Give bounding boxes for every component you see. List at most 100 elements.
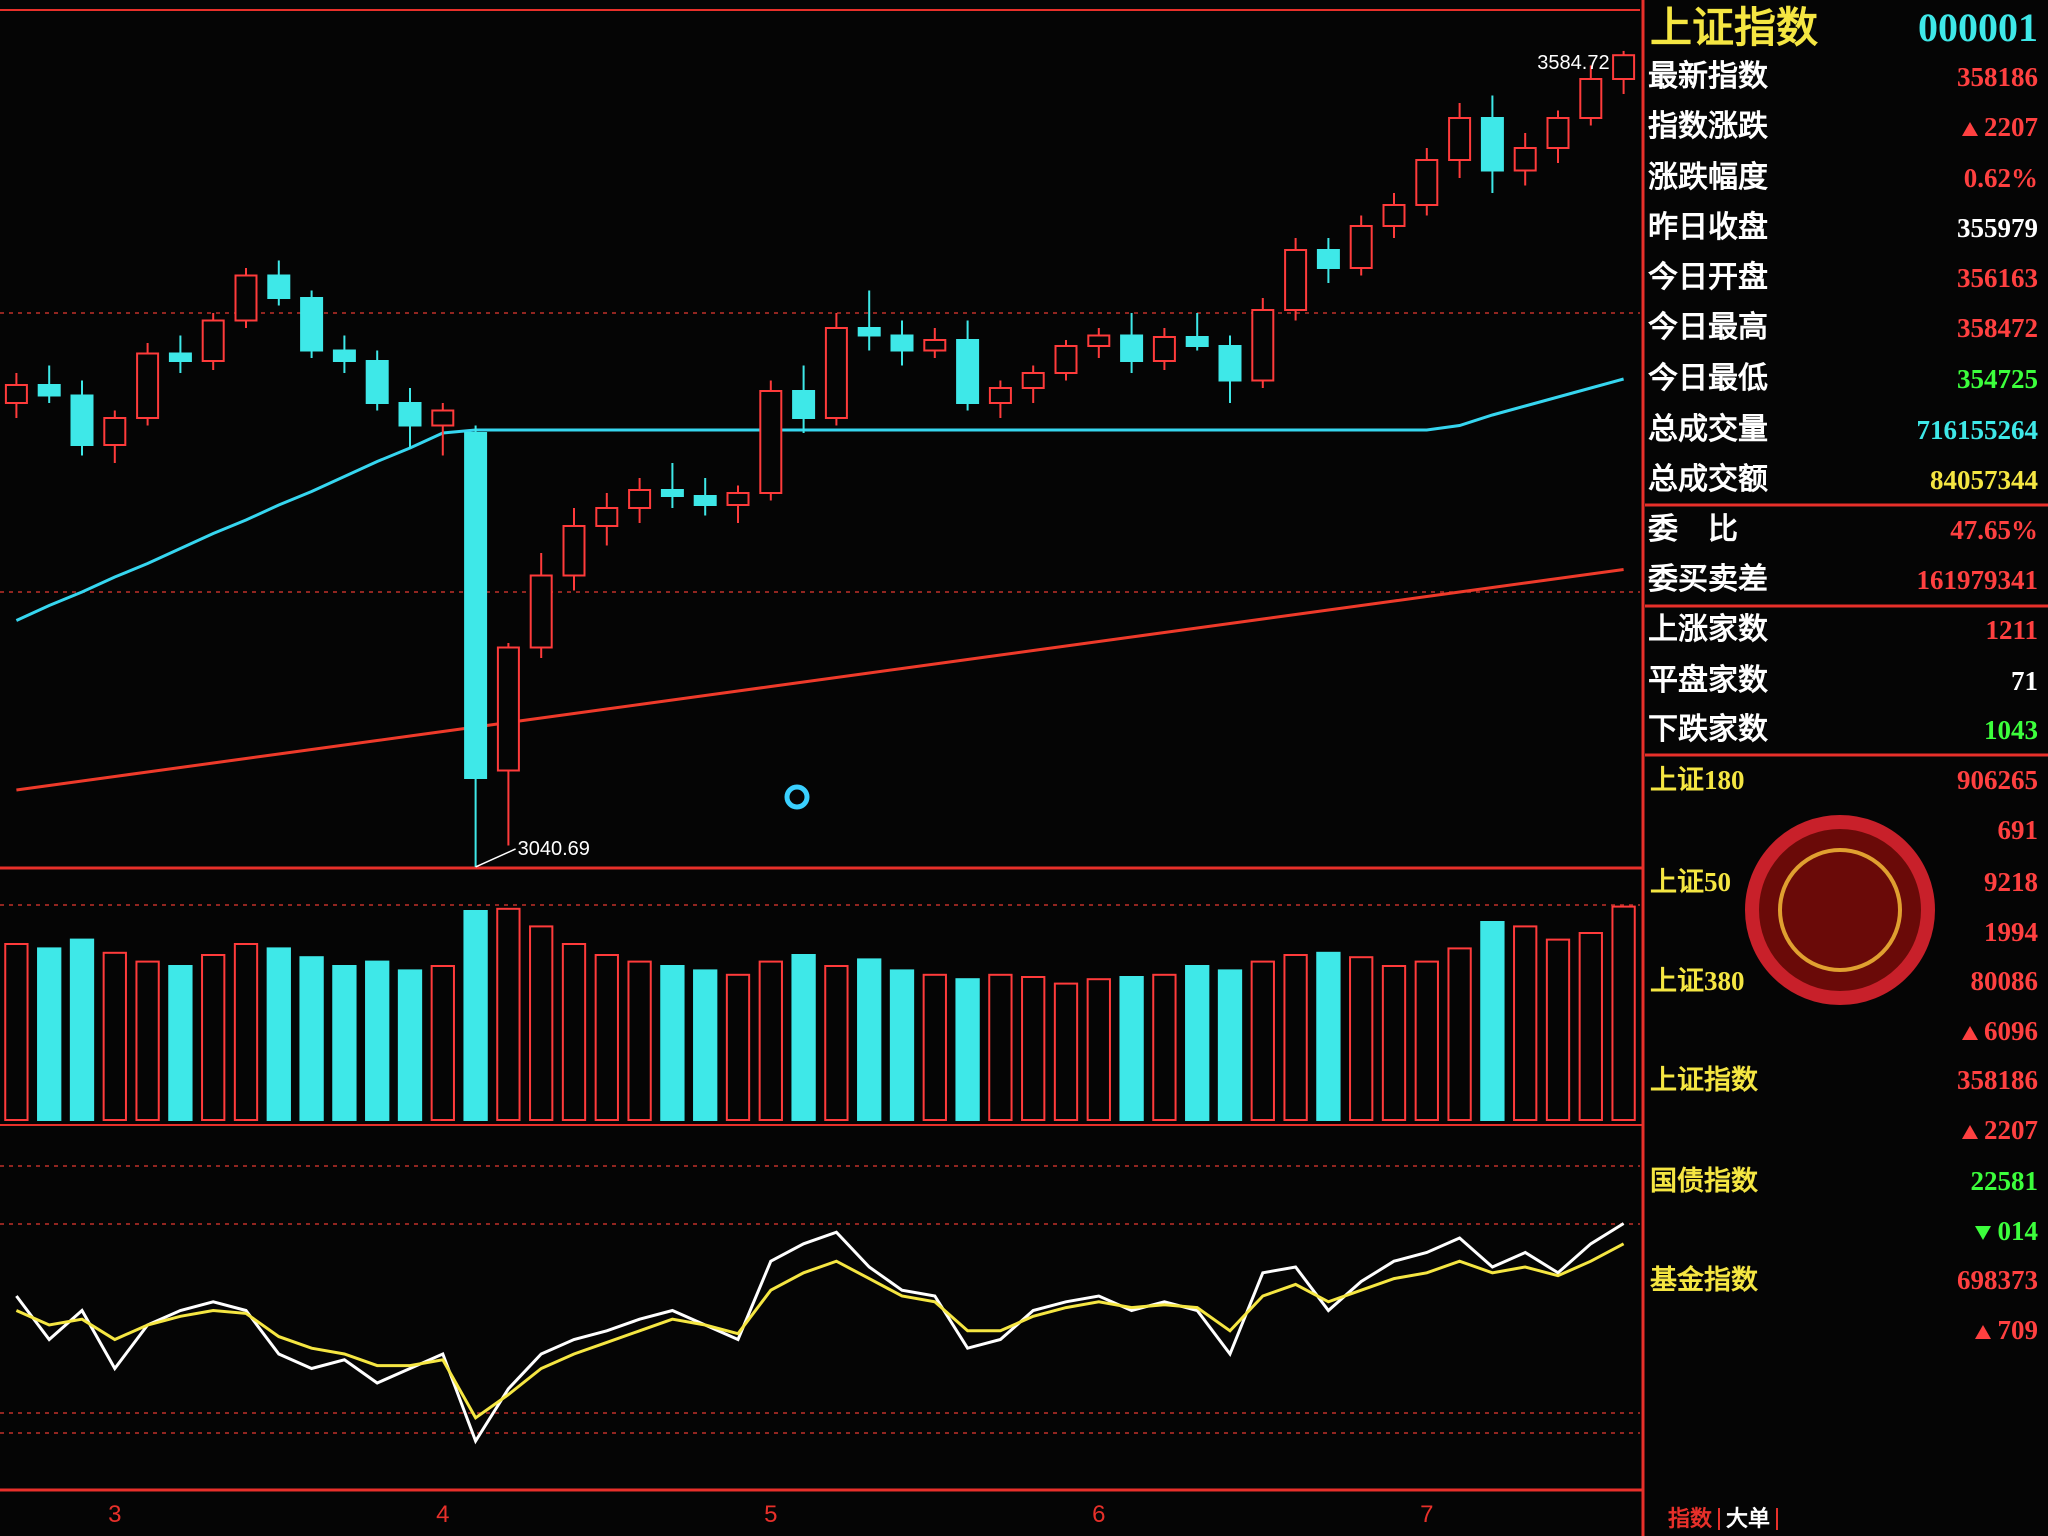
candle-body [726, 492, 750, 506]
quote-label: 今日最高 [1648, 311, 1768, 344]
guides [0, 312, 1640, 1434]
quote-value: 161979341 [1916, 565, 2039, 595]
candle-body [431, 409, 455, 427]
logo [1778, 848, 1902, 972]
volume-bar [1414, 960, 1439, 1121]
quote-label: 指数涨跌 [1648, 110, 1768, 143]
candle-body [1251, 309, 1275, 382]
candle-body [1120, 334, 1144, 362]
candle-body [168, 352, 192, 362]
volume-bar [922, 973, 947, 1121]
candle-body [988, 387, 1012, 404]
candle-body [1218, 345, 1242, 382]
candle-body [1284, 249, 1308, 311]
quote-label: 今日开盘 [1648, 261, 1768, 294]
arrow [1975, 1325, 1991, 1339]
quote-value: 355979 [1957, 213, 2038, 243]
tab[interactable]: 大单 [1726, 1508, 1779, 1530]
quote-value: 354725 [1957, 364, 2038, 394]
candle-body [1546, 117, 1570, 149]
index-value: 22581 [1970, 1166, 2039, 1196]
candle-body [136, 352, 160, 419]
quote-label: 委 比 [1648, 513, 1738, 546]
logo [1745, 815, 1935, 1005]
index-label: 上证380 [1650, 966, 1745, 996]
quote-name: 上证指数 [1650, 6, 1819, 52]
quote-label: 涨跌幅度 [1648, 161, 1768, 194]
quote-value: 47.65% [1950, 515, 2038, 545]
candle-body [1448, 117, 1472, 161]
volume-bar [496, 907, 521, 1121]
candle-body [923, 339, 947, 352]
candle-body [1054, 345, 1078, 374]
volume-bar [1250, 960, 1275, 1121]
volume-bar [660, 965, 685, 1121]
index-value: 358186 [1957, 1065, 2038, 1095]
quote-label: 最新指数 [1648, 60, 1768, 93]
index-label: 上证50 [1650, 867, 1731, 897]
candle-body [103, 417, 127, 446]
candle-body [595, 507, 619, 527]
volume-bar [561, 943, 587, 1121]
quote-label: 上涨家数 [1648, 613, 1768, 646]
volume-bar [758, 960, 783, 1121]
ma-line [16, 568, 1624, 792]
x-tick-label: 5 [764, 1501, 777, 1528]
x-tick-label: 4 [436, 1501, 449, 1528]
volume-bar [430, 965, 455, 1121]
candle-body [562, 525, 586, 577]
candle-body [4, 384, 28, 404]
volume-bar [37, 947, 62, 1122]
candle-body [857, 327, 881, 337]
x-tick-label: 7 [1420, 1501, 1433, 1528]
tab[interactable]: 指数 [1668, 1508, 1721, 1530]
index-value: 906265 [1957, 765, 2038, 795]
volume-bar [824, 965, 849, 1121]
candle-body [660, 489, 684, 497]
volume-bar [1283, 954, 1308, 1121]
candle-body [1415, 159, 1439, 206]
candle-body [628, 489, 652, 509]
x-tick-label: 3 [108, 1501, 121, 1528]
volume-bar [1349, 956, 1374, 1122]
quote-value: 71 [2011, 666, 2038, 696]
volume-bar [1086, 978, 1111, 1122]
index-label: 上证180 [1650, 765, 1745, 795]
candle-body [792, 390, 816, 419]
candle-body [529, 574, 553, 649]
candle-body [1021, 372, 1045, 389]
index-change: 691 [1997, 815, 2039, 845]
candle-body [267, 274, 291, 299]
arrow [1975, 1226, 1991, 1240]
index-change: 1994 [1984, 917, 2038, 947]
volume-bar [889, 969, 915, 1122]
candle-body [1382, 204, 1406, 227]
volume-bar [1053, 982, 1079, 1121]
candle-body [890, 334, 914, 352]
ma-line [15, 377, 1624, 622]
volume-bar [1185, 965, 1210, 1121]
quote-value: 1211 [1985, 615, 2038, 645]
index-value: 9218 [1984, 867, 2038, 897]
volume-bar [1381, 965, 1407, 1121]
low-label: 3040.69 [518, 838, 590, 860]
index-change: 2207 [1984, 1115, 2038, 1145]
candle-body [398, 402, 422, 427]
candle-body [824, 327, 848, 419]
volume-bar [1119, 976, 1144, 1121]
quote-label: 下跌家数 [1648, 713, 1768, 746]
volume-bar [135, 960, 160, 1121]
candle-body [365, 360, 389, 404]
volume-bar [1217, 969, 1243, 1122]
candle-body [300, 297, 324, 352]
volume-bar [69, 938, 95, 1121]
arrow [1962, 122, 1978, 136]
quote-value: 2207 [1984, 112, 2038, 142]
volume-bar [1021, 976, 1046, 1121]
volume-bar [693, 969, 718, 1122]
quote-label: 今日最低 [1648, 362, 1768, 395]
arrow [1962, 1026, 1978, 1040]
index-label: 基金指数 [1650, 1265, 1758, 1295]
